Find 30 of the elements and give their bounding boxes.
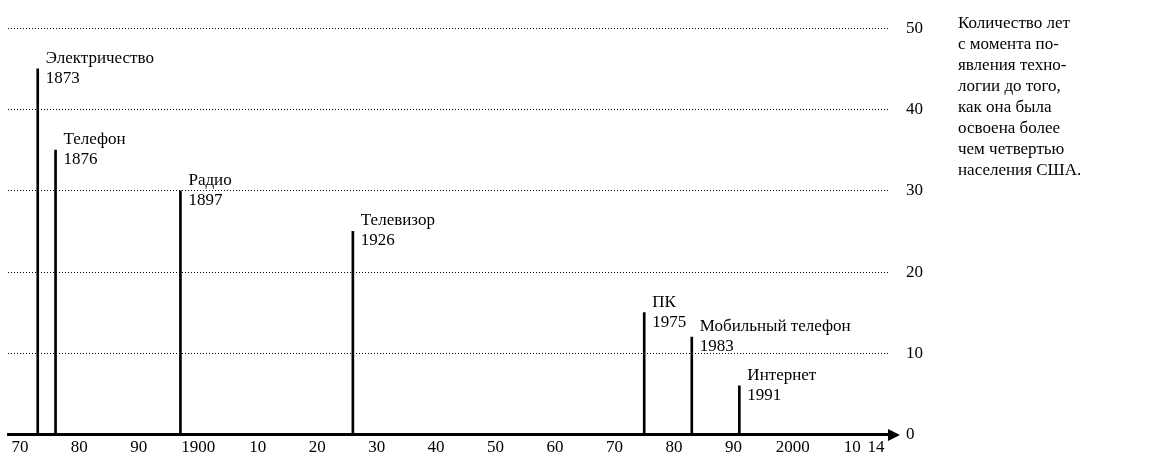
annotation: Радио 1897 [188,169,232,209]
x-tick-label: 14 [867,437,886,457]
x-tick-label: 80 [70,437,88,457]
annotation: ПК 1975 [652,291,687,331]
annotation: Телевизор 1926 [360,210,435,250]
x-tick-label: 2000 [775,437,810,457]
y-tick-label: 50 [906,17,923,37]
annotation: Телефон 1876 [63,129,126,169]
y-tick-label: 30 [906,180,923,200]
x-tick-label: 1900 [181,437,216,457]
x-tick-label: 70 [605,437,623,457]
y-tick-label: 10 [906,342,923,362]
x-tick-label: 40 [427,437,445,457]
annotation: Электричество 1873 [45,47,154,87]
x-tick-label: 90 [724,437,742,457]
y-tick-label: 40 [906,98,923,118]
y-tick-label: 0 [906,424,915,444]
x-tick-label: 60 [546,437,564,457]
annotation: Мобильный телефон 1983 [699,316,851,356]
x-tick-label: 90 [130,437,148,457]
y-axis-title: Количество лет с момента по- явления техно- логии до того, как она была освоена более чем четвертью населения США. [958,12,1082,180]
x-tick-label: 80 [665,437,683,457]
x-tick-label: 10 [843,437,861,457]
x-tick-label: 30 [368,437,386,457]
x-tick-label: 50 [487,437,505,457]
x-tick-label: 70 [11,437,29,457]
x-tick-label: 10 [249,437,267,457]
x-tick-label: 20 [308,437,326,457]
y-tick-label: 20 [906,261,923,281]
annotation: Интернет 1991 [747,364,817,404]
